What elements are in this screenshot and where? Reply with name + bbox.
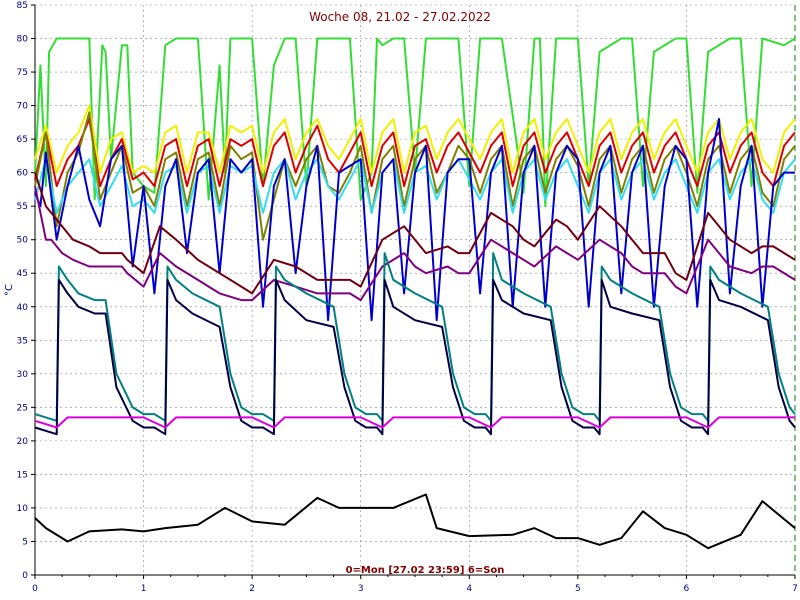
y-tick-label: 45 xyxy=(17,269,28,279)
series-line-2 xyxy=(34,118,796,188)
y-tick-label: 20 xyxy=(17,437,29,447)
y-tick-label: 40 xyxy=(17,303,29,313)
y-tick-label: 85 xyxy=(17,1,28,11)
series-line-3 xyxy=(34,111,796,241)
series-line-1 xyxy=(34,104,796,174)
series-line-11 xyxy=(34,493,796,550)
series-line-8 xyxy=(34,252,796,422)
y-tick-label: 65 xyxy=(17,135,28,145)
x-tick-label: 0 xyxy=(32,584,38,594)
series-line-9 xyxy=(34,278,796,436)
chart-title: Woche 08, 21.02 - 27.02.2022 xyxy=(309,10,491,24)
x-tick-label: 6 xyxy=(684,584,690,594)
y-tick-label: 80 xyxy=(17,35,29,45)
y-tick-label: 50 xyxy=(17,236,29,246)
x-tick-label: 5 xyxy=(575,584,581,594)
y-tick-label: 5 xyxy=(22,537,28,547)
series-group xyxy=(34,37,796,550)
series-line-6 xyxy=(34,172,796,295)
y-tick-label: 55 xyxy=(17,202,28,212)
y-tick-label: 30 xyxy=(17,370,29,380)
y-axis-label: °C xyxy=(4,284,15,296)
chart-footer: 0=Mon [27.02 23:59] 6=Son xyxy=(346,565,505,576)
y-tick-label: 35 xyxy=(17,336,28,346)
x-tick-label: 7 xyxy=(792,584,798,594)
y-tick-label: 60 xyxy=(17,169,29,179)
series-line-10 xyxy=(34,416,795,429)
y-tick-label: 0 xyxy=(22,571,28,581)
x-tick-label: 3 xyxy=(358,584,364,594)
x-tick-label: 2 xyxy=(249,584,255,594)
y-tick-label: 10 xyxy=(17,504,29,514)
y-tick-label: 25 xyxy=(17,403,28,413)
y-tick-label: 70 xyxy=(17,102,29,112)
y-tick-label: 15 xyxy=(17,470,28,480)
grid xyxy=(35,4,795,575)
series-line-7 xyxy=(34,185,796,302)
series-line-0 xyxy=(34,37,796,208)
y-tick-label: 75 xyxy=(17,68,28,78)
x-tick-label: 1 xyxy=(141,584,147,594)
x-tick-label: 4 xyxy=(466,584,472,594)
